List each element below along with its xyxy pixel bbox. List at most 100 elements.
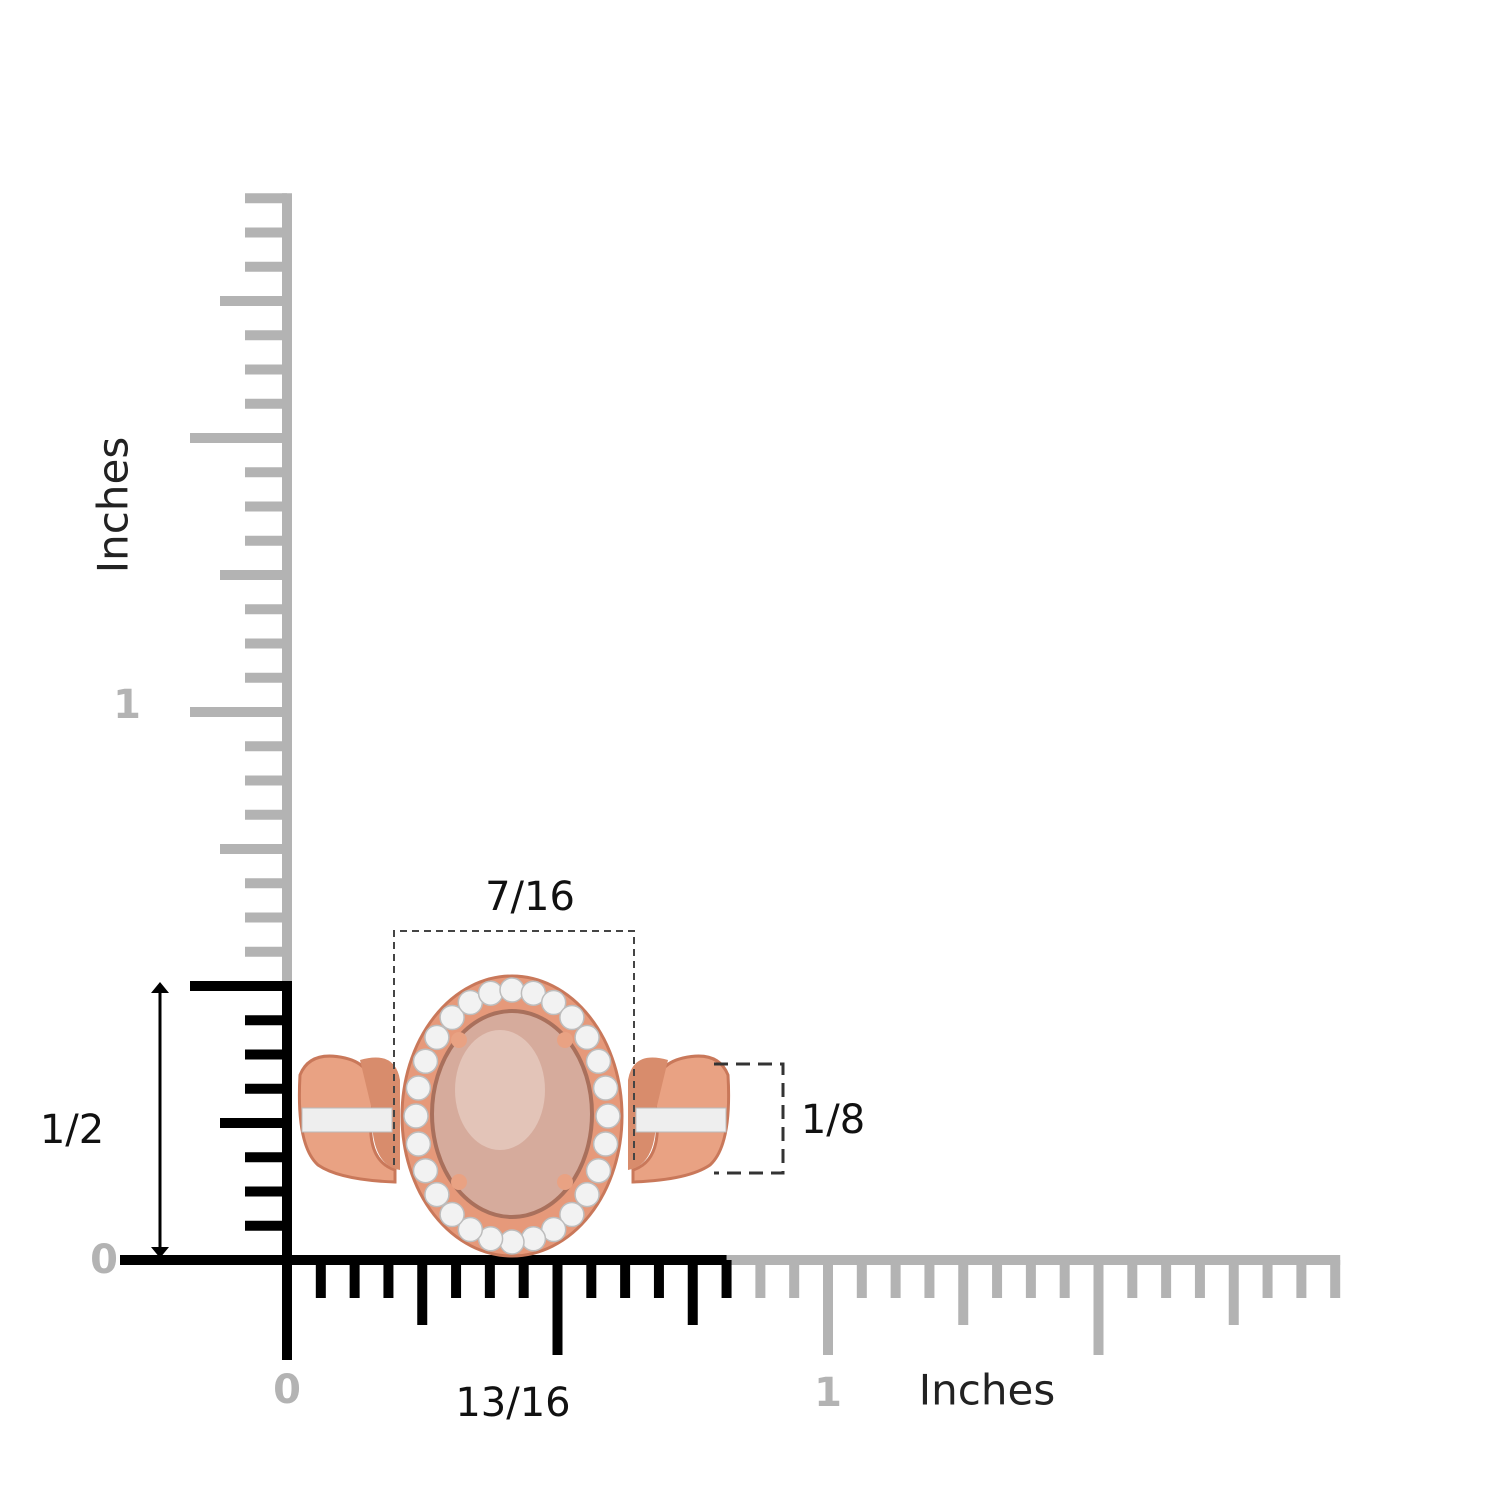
halo-diamond [592,1075,619,1101]
x-ruler-tick [552,1260,563,1355]
halo-diamond [412,1157,439,1184]
x-ruler-tick [383,1260,394,1298]
y-ruler-tick [245,1049,287,1060]
halo-diamond [592,1131,619,1157]
x-axis-title: Inches [918,1365,1056,1415]
x-ruler-tick [992,1260,1003,1298]
halo-diamond [412,1048,439,1075]
y-ruler-tick [220,296,287,306]
prong [451,1032,467,1048]
halo-diamond [424,1024,450,1051]
x-ruler-tick [315,1260,326,1298]
x-ruler-tick [687,1260,698,1325]
x-ruler-tick [586,1260,597,1298]
y-ruler-tick [245,364,287,375]
y-ruler-tick [245,1083,287,1094]
halo-diamond [405,1131,432,1157]
halo-diamond [424,1181,450,1208]
y-ruler-tick [245,1015,287,1026]
x-ruler-tick [451,1260,462,1298]
halo-diamonds [403,977,621,1255]
y-tick-label-0: 0 [90,1237,118,1283]
y-ruler-tick [245,878,287,889]
y-ruler-tick [245,1220,287,1231]
y-ruler-spine-highlight [282,981,292,1360]
shank-width-bracket [714,1062,785,1175]
ring-shank-right [628,1054,731,1184]
halo-diamond [477,980,504,1006]
y-ruler-tick [245,467,287,478]
y-ruler-tick [245,1186,287,1197]
y-ruler-tick [245,912,287,923]
y-ruler-tick [245,261,287,272]
y-ruler-tick [245,330,287,341]
halo-diamond [585,1157,612,1184]
y-ruler-tick [245,398,287,409]
halo-diamond [520,1226,547,1252]
x-ruler-tick [1161,1260,1172,1298]
y-ruler-tick [245,672,287,683]
x-ruler-tick [823,1260,833,1355]
x-ruler-tick [1194,1260,1205,1298]
y-ruler-tick [220,1118,287,1128]
y-ruler-tick [190,433,287,443]
x-ruler-tick [518,1260,529,1298]
y-ruler-tick [245,535,287,546]
x-ruler-tick [924,1260,935,1298]
y-ruler-tick [245,946,287,957]
y-axis-title: Inches [88,436,138,574]
halo-diamond [499,977,525,1003]
halo-diamond [574,1181,600,1208]
double-arrow-vertical-icon [151,982,169,1258]
x-ruler-tick [1330,1260,1341,1298]
halo-diamond [574,1024,600,1051]
y-ruler-tick [245,501,287,512]
x-ruler-tick [856,1260,867,1298]
y-ruler-tick [245,775,287,786]
center-width-bracket [393,930,635,1165]
y-ruler-tick [220,570,287,580]
x-ruler-tick [1296,1260,1307,1298]
halo-diamond [585,1048,612,1075]
prong [557,1174,573,1190]
halo-diamond [439,1201,465,1228]
x-ruler-tick [484,1260,495,1298]
halo-diamond [439,1004,465,1031]
x-ruler-tick [1228,1260,1239,1325]
y-ruler-tick [220,844,287,854]
y-ruler-spine [282,193,292,986]
x-ruler-tick [1025,1260,1036,1298]
x-ruler-tick [755,1260,766,1298]
y-ruler-tick [245,638,287,649]
x-ruler-tick [721,1260,732,1298]
x-ruler-tick [1093,1260,1104,1355]
y-ruler-tick [245,741,287,752]
shank-width-label: 1/8 [800,1097,866,1143]
halo-diamond [540,989,567,1016]
stone-facet-highlight [455,1030,545,1150]
halo-diamond [559,1201,585,1228]
halo-diamond [559,1004,585,1031]
halo-diamond [403,1103,429,1129]
x-ruler-tick [417,1260,428,1325]
y-ruler-tick [190,707,287,717]
y-tick-label-1: 1 [113,682,141,728]
prong [451,1174,467,1190]
width-label: 13/16 [455,1380,571,1426]
x-tick-label-0: 0 [273,1367,301,1413]
y-ruler-tick [190,981,287,991]
x-ruler-tick [890,1260,901,1298]
prong [557,1032,573,1048]
x-ruler-tick [1059,1260,1070,1298]
height-label: 1/2 [39,1107,105,1153]
x-ruler-tick [1127,1260,1138,1298]
x-ruler-tick [1262,1260,1273,1298]
x-ruler-tick [620,1260,631,1298]
y-ruler-tick [245,227,287,238]
halo-diamond [457,1216,484,1243]
y-ruler-tick [245,193,287,204]
halo-diamond [595,1103,621,1129]
